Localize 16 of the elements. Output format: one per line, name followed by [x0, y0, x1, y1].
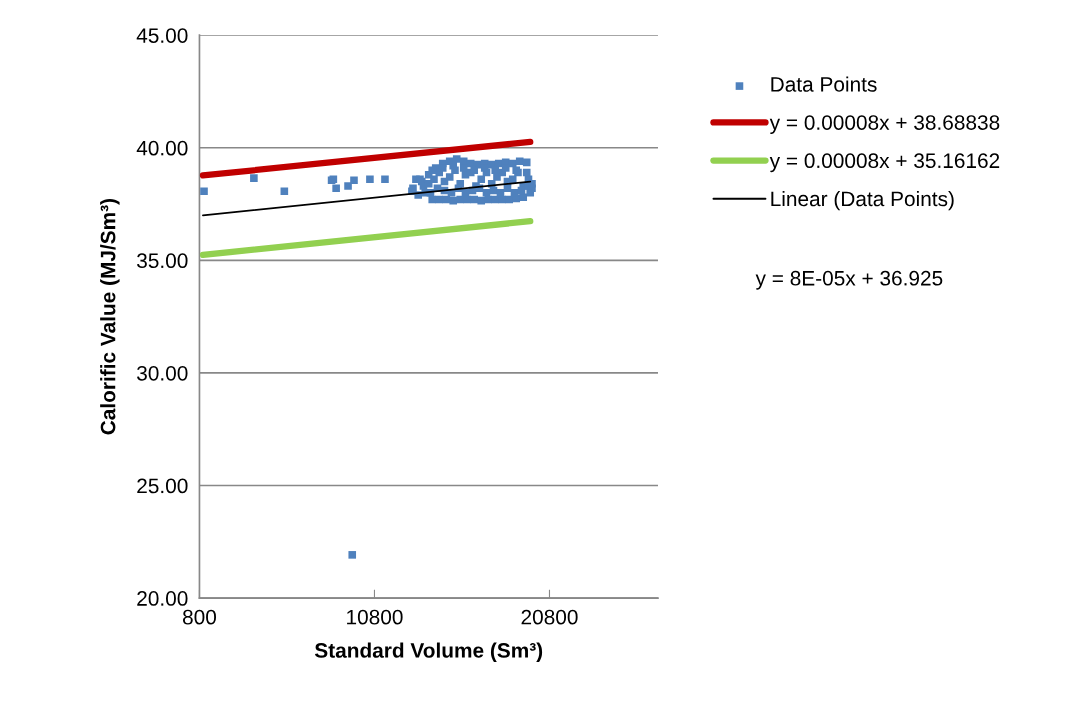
- legend-label: Data Points: [771, 76, 877, 92]
- y-tick-label: 25.00: [137, 478, 188, 494]
- x-tick-label: 10800: [347, 609, 403, 625]
- y-tick-label: 20.00: [137, 591, 188, 606]
- x-tick-label: 20800: [521, 609, 578, 625]
- y-tick-label: 40.00: [136, 140, 188, 156]
- legend-label: y = 0.00008x + 35.16162: [769, 153, 1000, 173]
- legend-label: y = 0.00008x + 38.68838: [769, 115, 1000, 135]
- text: y = 8E-05x + 36.925: [755, 270, 943, 290]
- legend-label: Linear (Data Points): [771, 190, 954, 211]
- y-axis-title: Calorific Value (MJ/Sm³): [100, 199, 120, 435]
- y-tick-label: 35.00: [137, 253, 188, 269]
- x-axis-title: Standard Volume (Sm³): [314, 642, 543, 662]
- y-tick-label: 45.00: [136, 28, 188, 43]
- x-tick-label: 800: [182, 609, 217, 625]
- y-tick-label: 30.00: [137, 365, 188, 381]
